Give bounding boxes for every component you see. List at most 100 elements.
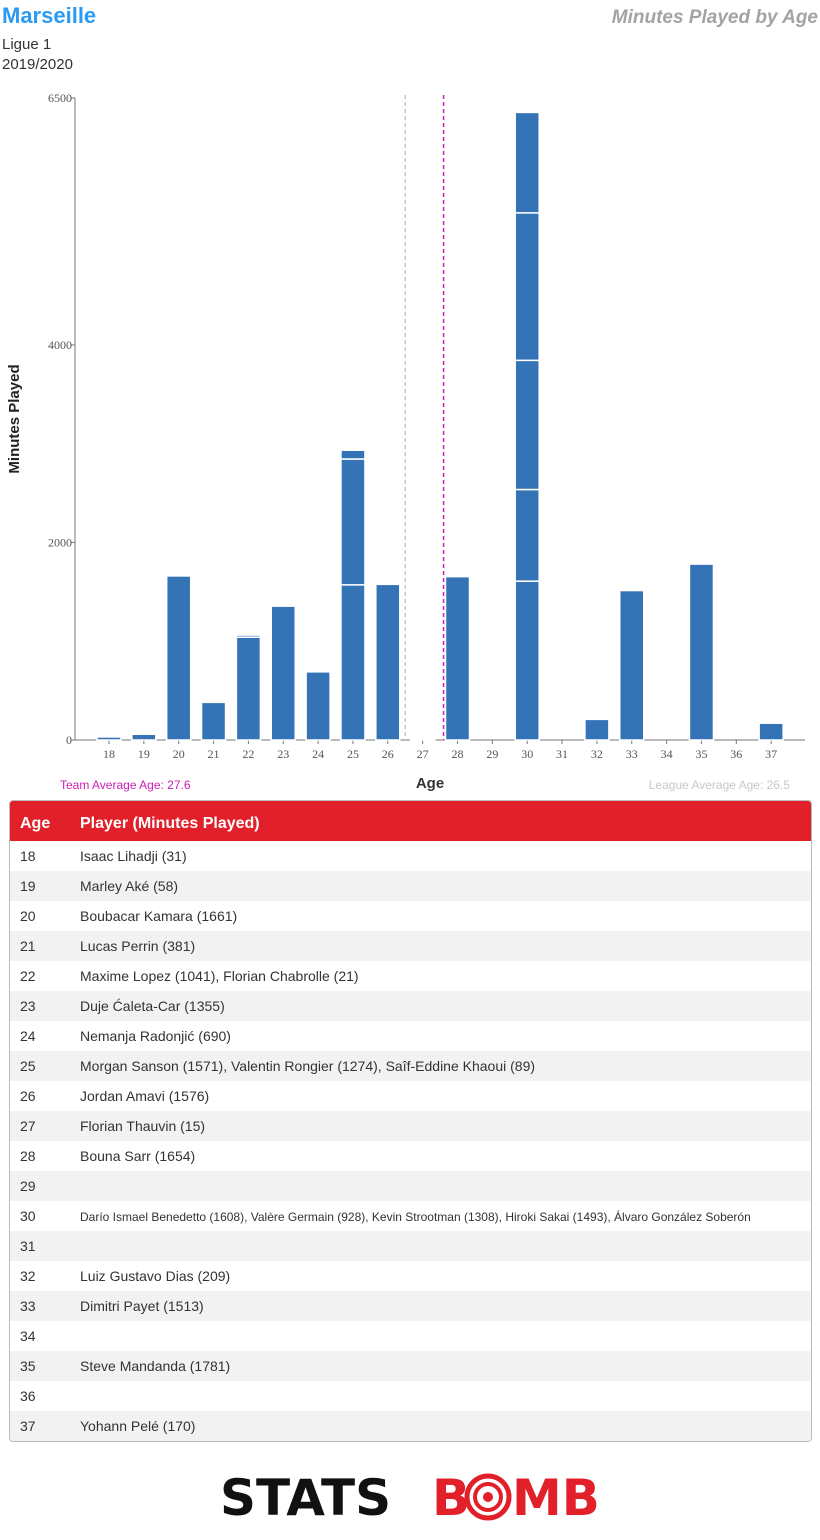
statsbomb-logo-icon: STATS B MB <box>220 1469 600 1527</box>
bar-segment <box>758 722 784 741</box>
row-age: 30 <box>20 1208 36 1224</box>
league-average-age-label: League Average Age: 26.5 <box>648 778 790 792</box>
x-tick-label: 20 <box>173 747 185 761</box>
table-row: 21 Lucas Perrin (381) <box>10 931 811 961</box>
x-tick-label: 23 <box>277 747 289 761</box>
y-tick-label: 2000 <box>48 535 72 549</box>
bar-segment <box>514 359 540 491</box>
table-row: 37 Yohann Pelé (170) <box>10 1411 811 1441</box>
row-players: Morgan Sanson (1571), Valentin Rongier (… <box>80 1058 536 1074</box>
table-row: 32 Luiz Gustavo Dias (209) <box>10 1261 811 1291</box>
bar-segment <box>165 575 192 741</box>
x-tick-label: 18 <box>103 747 115 761</box>
logo-text-stats: STATS <box>220 1470 391 1522</box>
x-tick-label: 29 <box>486 747 498 761</box>
table-row: 20 Boubacar Kamara (1661) <box>10 901 811 931</box>
row-players: Darío Ismael Benedetto (1608), Valère Ge… <box>80 1210 751 1224</box>
table-row: 24 Nemanja Radonjić (690) <box>10 1021 811 1051</box>
logo-text-b: B <box>432 1470 470 1522</box>
x-axis-title: Age <box>415 775 445 792</box>
season: 2019/2020 <box>2 56 73 73</box>
y-axis-title: Minutes Played <box>6 364 23 473</box>
row-age: 29 <box>20 1178 36 1194</box>
table-row: 18 Isaac Lihadji (31) <box>10 841 811 871</box>
x-tick-label: 27 <box>417 747 429 761</box>
bar-segment <box>409 737 436 741</box>
team-name: Marseille <box>2 3 97 28</box>
statsbomb-logo: STATS B MB <box>0 1469 820 1527</box>
x-tick-label: 36 <box>730 747 742 761</box>
row-players: Isaac Lihadji (31) <box>80 848 187 864</box>
row-players: Lucas Perrin (381) <box>80 938 196 954</box>
row-players: Yohann Pelé (170) <box>80 1418 196 1434</box>
row-age: 37 <box>20 1418 36 1434</box>
bar-segment <box>688 563 715 741</box>
row-players: Duje Ćaleta-Car (1355) <box>80 998 225 1014</box>
age-column-header: Age <box>20 815 51 832</box>
row-age: 34 <box>20 1328 36 1344</box>
players-table: Age Player (Minutes Played) 18 Isaac Liha… <box>9 800 812 1442</box>
table-row: 25 Morgan Sanson (1571), Valentin Rongier… <box>10 1051 811 1081</box>
x-tick-label: 25 <box>347 747 359 761</box>
bar-segment <box>96 736 122 741</box>
bar-segment <box>340 449 366 460</box>
row-players: Luiz Gustavo Dias (209) <box>80 1268 231 1284</box>
x-tick-label: 21 <box>208 747 220 761</box>
table-row: 34 <box>10 1321 811 1351</box>
bar-segment <box>584 718 610 741</box>
row-age: 32 <box>20 1268 36 1284</box>
row-age: 25 <box>20 1058 36 1074</box>
bar-segment <box>200 701 227 741</box>
table-row: 30 Darío Ismael Benedetto (1608), Valère … <box>10 1201 811 1231</box>
row-age: 20 <box>20 908 36 924</box>
x-tick-label: 24 <box>312 747 324 761</box>
y-tick-label: 4000 <box>48 338 72 352</box>
x-tick-label: 31 <box>556 747 568 761</box>
bar-segment <box>340 458 366 586</box>
table-row: 23 Duje Ćaleta-Car (1355) <box>10 991 811 1021</box>
bar-segment <box>375 583 401 741</box>
players-column-header: Player (Minutes Played) <box>80 815 260 832</box>
table-header: Age Player (Minutes Played) <box>10 801 811 841</box>
row-age: 28 <box>20 1148 36 1164</box>
bar-segment <box>514 580 540 741</box>
row-age: 31 <box>20 1238 36 1254</box>
bar-segment <box>340 584 366 741</box>
table-row: 27 Florian Thauvin (15) <box>10 1111 811 1141</box>
x-tick-label: 22 <box>242 747 254 761</box>
bar-segment <box>514 488 540 582</box>
chart-title: Minutes Played by Age <box>611 7 818 28</box>
table-row: 35 Steve Mandanda (1781) <box>10 1351 811 1381</box>
row-players: Dimitri Payet (1513) <box>80 1298 204 1314</box>
table-row: 26 Jordan Amavi (1576) <box>10 1081 811 1111</box>
row-age: 36 <box>20 1388 36 1404</box>
table-body: 18 Isaac Lihadji (31) 19 Marley Aké (58) 20 B… <box>10 841 811 1441</box>
x-tick-label: 34 <box>661 747 673 761</box>
x-tick-label: 28 <box>452 747 464 761</box>
row-age: 24 <box>20 1028 36 1044</box>
row-players: Maxime Lopez (1041), Florian Chabrolle (… <box>80 968 359 984</box>
row-players: Steve Mandanda (1781) <box>80 1358 231 1374</box>
row-players: Florian Thauvin (15) <box>80 1118 206 1134</box>
table-row: 33 Dimitri Payet (1513) <box>10 1291 811 1321</box>
bar-segment <box>444 575 471 741</box>
row-age: 19 <box>20 878 36 894</box>
row-age: 33 <box>20 1298 36 1314</box>
row-age: 35 <box>20 1358 36 1374</box>
bar-segment <box>131 733 157 741</box>
x-tick-label: 30 <box>521 747 533 761</box>
table-row: 36 <box>10 1381 811 1411</box>
bar-segment <box>619 589 645 741</box>
row-age: 21 <box>20 938 36 954</box>
team-average-age-label: Team Average Age: 27.6 <box>60 778 191 792</box>
bar-segment <box>235 634 262 638</box>
row-age: 22 <box>20 968 36 984</box>
bar-segment <box>305 671 331 741</box>
bar-segment <box>270 605 296 741</box>
x-tick-label: 37 <box>765 747 777 761</box>
minutes-by-age-chart: 0 2000 4000 6500 Minutes Played 18 19 20 21 22 23 2… <box>6 91 805 761</box>
table-row: 31 <box>10 1231 811 1261</box>
x-tick-label: 32 <box>591 747 603 761</box>
bar-segment <box>514 111 540 214</box>
x-tick-label: 33 <box>626 747 638 761</box>
